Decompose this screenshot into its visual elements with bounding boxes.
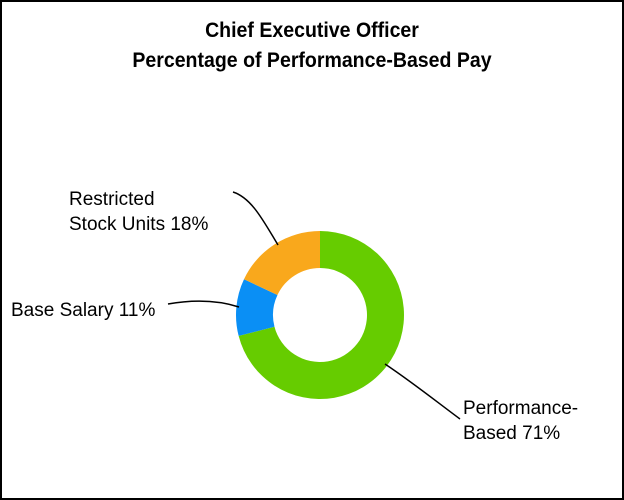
donut-slices [235, 231, 404, 399]
slice-label-performance: Performance- Based 71% [463, 396, 578, 446]
leader-line-performance [384, 363, 461, 420]
donut-slice-restricted-stock-units [243, 231, 320, 295]
chart-title: Chief Executive Officer Percentage of Pe… [2, 16, 622, 76]
slice-label-base-salary: Base Salary 11% [11, 298, 155, 323]
slice-label-rsu: Restricted Stock Units 18% [69, 187, 208, 237]
donut-slice-base-salary [235, 279, 278, 336]
chart-title-line-1: Chief Executive Officer [205, 19, 419, 42]
slice-label-line: Performance- [463, 398, 579, 419]
slice-label-line: Base Salary 11% [11, 300, 156, 321]
leader-lines [167, 191, 461, 420]
leader-line-base-salary [167, 300, 240, 308]
donut-slice-performance-based [238, 231, 404, 399]
chart-subtitle: Percentage of Performance-Based Pay [132, 49, 492, 72]
leader-line-rsu [232, 191, 279, 246]
slice-label-line: Stock Units 18% [69, 214, 209, 235]
slice-label-line: Restricted [69, 189, 155, 210]
slice-label-line: Based 71% [463, 423, 561, 444]
